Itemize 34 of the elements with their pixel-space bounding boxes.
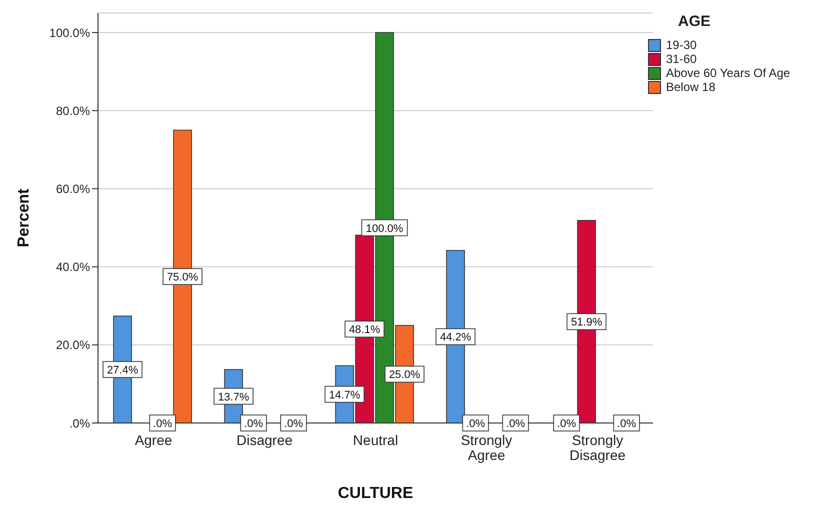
legend-label: 19-30 — [665, 38, 698, 52]
data-label: 48.1% — [348, 324, 380, 336]
legend-label: Above 60 Years Of Age — [665, 66, 792, 80]
data-label: 25.0% — [388, 369, 420, 382]
y-tick-label: 40.0% — [56, 260, 90, 274]
x-tick-label: Neutral — [352, 432, 398, 448]
data-label: .0% — [466, 418, 486, 430]
data-label: 100.0% — [366, 222, 404, 235]
x-tick-label: Disagree — [236, 432, 293, 448]
legend-label: 31-60 — [665, 52, 698, 66]
x-tick-label: Strongly Disagree — [569, 432, 626, 463]
y-tick-label: 60.0% — [56, 182, 90, 196]
y-tick-label: 20.0% — [56, 338, 90, 352]
y-tick-label: .0% — [69, 416, 90, 430]
x-tick-label: Agree — [134, 432, 172, 448]
legend-title: AGE — [678, 13, 712, 30]
data-label: 27.4% — [106, 364, 138, 377]
data-label: .0% — [153, 418, 172, 430]
data-label: .0% — [557, 418, 576, 430]
y-tick-label: 100.0% — [49, 26, 90, 40]
data-label: .0% — [506, 418, 526, 430]
data-label: 13.7% — [218, 391, 250, 404]
legend-label: Below 18 — [665, 80, 716, 94]
y-axis-title: Percent — [16, 188, 33, 248]
data-label: 75.0% — [166, 272, 198, 284]
data-label: .0% — [617, 418, 636, 430]
x-axis-title: CULTURE — [338, 485, 414, 502]
data-label: 51.9% — [570, 316, 602, 329]
y-tick-label: 80.0% — [56, 104, 90, 118]
data-label: .0% — [284, 418, 304, 430]
data-label: .0% — [244, 418, 264, 430]
data-label: 44.2% — [440, 332, 472, 344]
data-label: 14.7% — [328, 389, 360, 402]
x-tick-label: Strongly Agree — [460, 432, 512, 463]
